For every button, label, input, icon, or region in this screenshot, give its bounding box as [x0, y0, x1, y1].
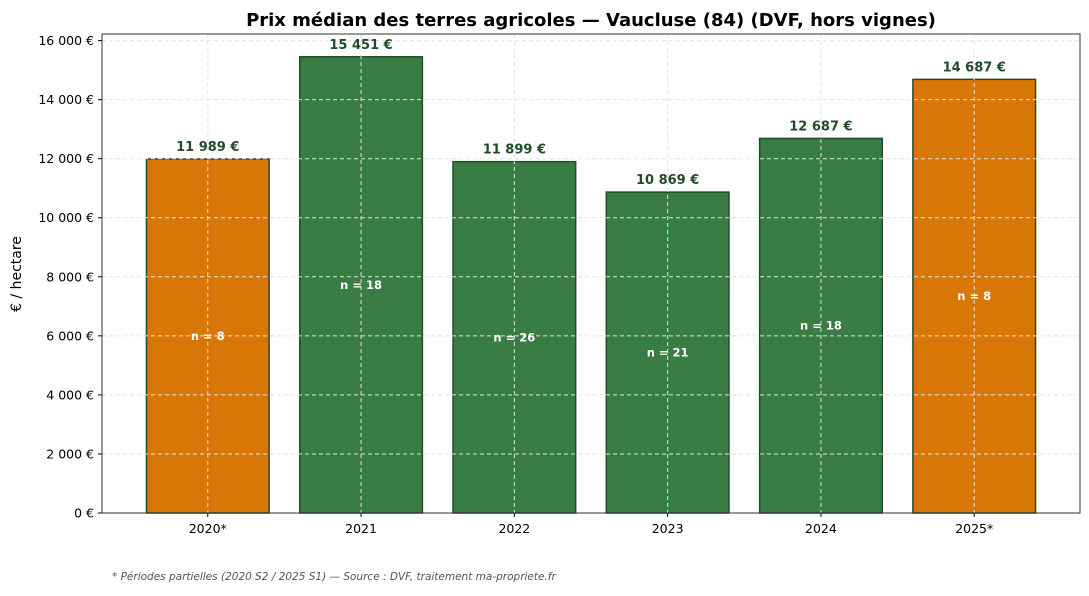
value-label: 11 899 €	[483, 143, 546, 158]
chart-title: Prix médian des terres agricoles — Vaucl…	[246, 10, 936, 31]
y-tick-label: 14 000 €	[38, 92, 94, 107]
count-label: n = 18	[340, 278, 382, 292]
y-tick-label: 10 000 €	[38, 210, 94, 225]
x-tick-label: 2021	[345, 521, 377, 536]
value-label: 14 687 €	[943, 60, 1006, 75]
y-tick-label: 4 000 €	[46, 387, 94, 402]
x-tick-label: 2025*	[955, 521, 993, 536]
y-tick-label: 16 000 €	[38, 33, 94, 48]
count-label: n = 18	[800, 319, 842, 333]
count-label: n = 26	[493, 330, 535, 344]
y-tick-label: 6 000 €	[46, 328, 94, 343]
y-tick-label: 2 000 €	[46, 446, 94, 461]
x-tick-label: 2022	[498, 521, 530, 536]
x-tick-label: 2023	[652, 521, 684, 536]
x-tick-label: 2024	[805, 521, 837, 536]
value-label: 15 451 €	[329, 38, 392, 53]
x-tick-label: 2020*	[189, 521, 227, 536]
value-label: 11 989 €	[176, 140, 239, 155]
y-tick-label: 0 €	[74, 506, 94, 521]
y-axis-label: € / hectare	[9, 236, 25, 312]
value-label: 12 687 €	[789, 119, 852, 134]
value-label: 10 869 €	[636, 173, 699, 188]
y-tick-label: 12 000 €	[38, 151, 94, 166]
y-tick-label: 8 000 €	[46, 269, 94, 284]
count-label: n = 8	[191, 329, 225, 343]
count-label: n = 21	[647, 346, 689, 360]
count-label: n = 8	[957, 289, 991, 303]
footnote: * Périodes partielles (2020 S2 / 2025 S1…	[112, 571, 556, 583]
plot-frame	[101, 33, 1081, 514]
